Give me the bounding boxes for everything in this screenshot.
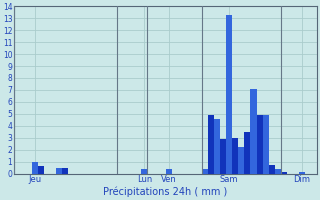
Bar [226, 15, 232, 174]
Bar [208, 115, 214, 174]
Bar [214, 119, 220, 174]
Bar [251, 89, 257, 174]
Bar [257, 115, 263, 174]
Bar [38, 166, 44, 174]
Bar [165, 169, 172, 174]
Bar [269, 165, 275, 174]
X-axis label: Précipitations 24h ( mm ): Précipitations 24h ( mm ) [103, 187, 228, 197]
Bar [56, 168, 62, 174]
Bar [232, 138, 238, 174]
Bar [263, 115, 269, 174]
Bar [238, 147, 244, 174]
Bar [32, 162, 38, 174]
Bar [141, 169, 147, 174]
Bar [220, 139, 226, 174]
Bar [62, 168, 68, 174]
Bar [202, 169, 208, 174]
Bar [275, 169, 281, 174]
Bar [281, 172, 287, 174]
Bar [299, 172, 305, 174]
Bar [244, 132, 251, 174]
